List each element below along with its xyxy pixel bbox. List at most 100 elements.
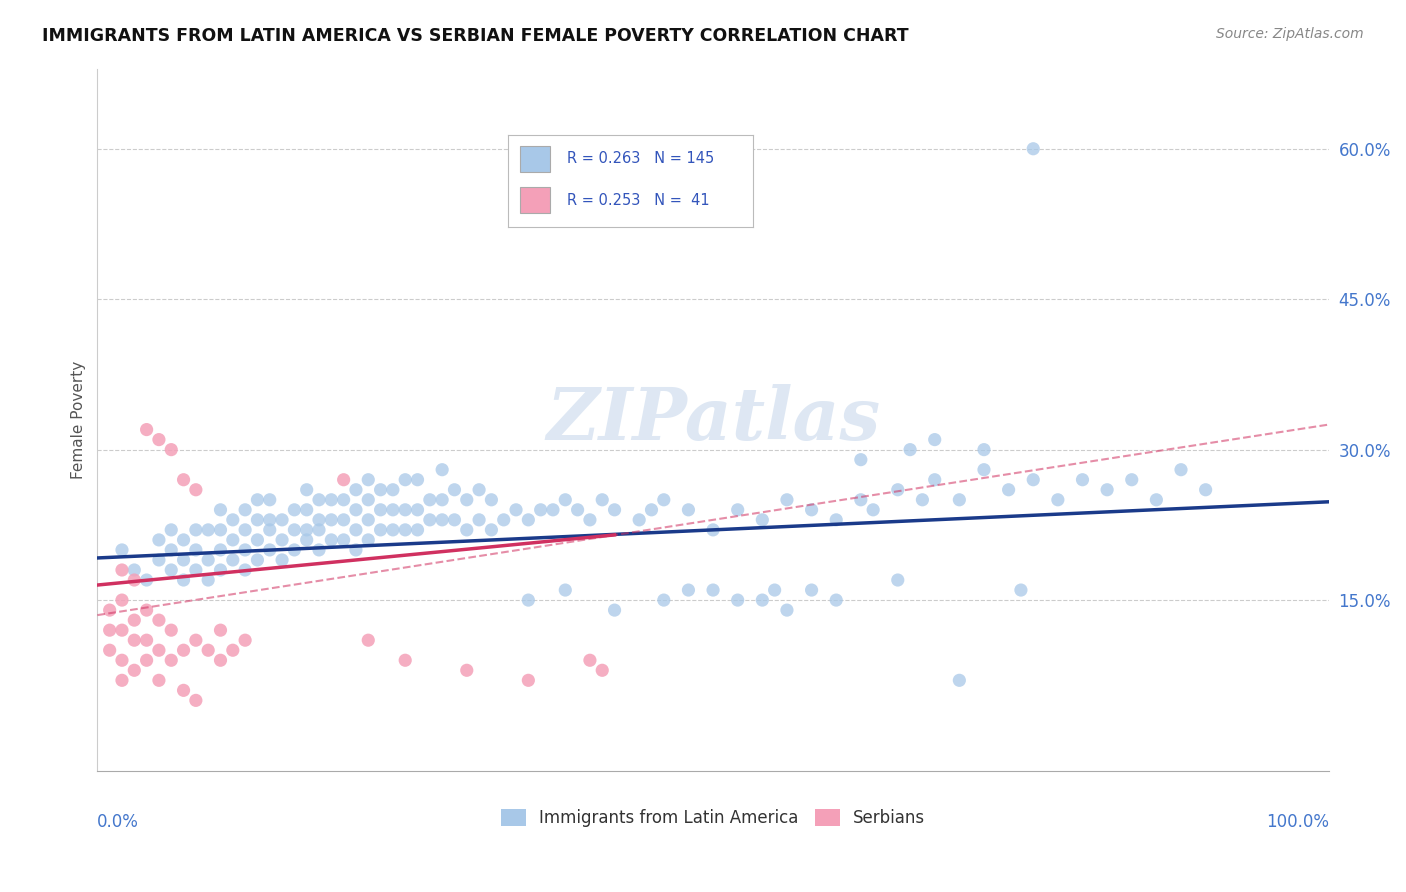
Point <box>443 513 465 527</box>
Point <box>111 563 134 577</box>
Point <box>160 623 183 637</box>
Point <box>344 483 367 497</box>
Point <box>271 533 294 547</box>
Text: 100.0%: 100.0% <box>1265 813 1329 830</box>
Point <box>344 523 367 537</box>
Point <box>135 653 157 667</box>
Point <box>321 513 343 527</box>
Point <box>332 492 354 507</box>
Point <box>406 523 429 537</box>
Point <box>148 673 170 688</box>
Point <box>898 442 921 457</box>
Point <box>862 503 884 517</box>
Point <box>468 483 491 497</box>
Point <box>209 503 232 517</box>
Point <box>567 503 589 517</box>
Point <box>197 523 219 537</box>
Point <box>197 643 219 657</box>
Point <box>135 573 157 587</box>
Point <box>271 513 294 527</box>
Point <box>492 513 515 527</box>
Point <box>184 563 207 577</box>
Point <box>370 523 392 537</box>
Point <box>825 513 848 527</box>
Point <box>148 433 170 447</box>
Point <box>776 492 799 507</box>
Point <box>997 483 1019 497</box>
Point <box>652 593 675 607</box>
Point <box>160 653 183 667</box>
Point <box>678 503 700 517</box>
Point <box>197 553 219 567</box>
Point <box>295 523 318 537</box>
Point <box>1071 473 1094 487</box>
Point <box>702 582 724 597</box>
Point <box>246 492 269 507</box>
Point <box>111 623 134 637</box>
Point <box>184 633 207 648</box>
Point <box>173 573 195 587</box>
Point <box>948 673 970 688</box>
Point <box>776 603 799 617</box>
Point <box>456 663 478 677</box>
Point <box>124 663 146 677</box>
Point <box>652 492 675 507</box>
Point <box>1095 483 1118 497</box>
Point <box>184 693 207 707</box>
Point <box>911 492 934 507</box>
Point <box>111 593 134 607</box>
Point <box>259 513 281 527</box>
Point <box>160 442 183 457</box>
Point <box>173 683 195 698</box>
Point <box>727 593 749 607</box>
Point <box>591 663 613 677</box>
Point <box>124 563 146 577</box>
Point <box>456 523 478 537</box>
Point <box>825 593 848 607</box>
Point <box>259 523 281 537</box>
Point <box>628 513 651 527</box>
Point <box>481 492 503 507</box>
Point <box>1144 492 1167 507</box>
Point <box>406 503 429 517</box>
Point <box>394 653 416 667</box>
Point <box>887 483 910 497</box>
Text: Source: ZipAtlas.com: Source: ZipAtlas.com <box>1216 27 1364 41</box>
Point <box>209 623 232 637</box>
Point <box>332 533 354 547</box>
Point <box>271 553 294 567</box>
Point <box>283 543 305 558</box>
FancyBboxPatch shape <box>520 145 550 171</box>
Point <box>924 433 946 447</box>
Point <box>184 523 207 537</box>
Point <box>579 513 602 527</box>
Point <box>1022 473 1045 487</box>
Point <box>370 503 392 517</box>
Point <box>222 513 245 527</box>
Point <box>246 553 269 567</box>
Point <box>308 523 330 537</box>
Point <box>394 503 416 517</box>
Point <box>124 573 146 587</box>
Point <box>283 523 305 537</box>
Point <box>530 503 553 517</box>
Point <box>505 503 527 517</box>
Point <box>135 423 157 437</box>
FancyBboxPatch shape <box>520 187 550 213</box>
Point <box>233 503 256 517</box>
Point <box>332 513 354 527</box>
Point <box>160 523 183 537</box>
Point <box>321 533 343 547</box>
Point <box>1194 483 1216 497</box>
Point <box>763 582 786 597</box>
Point <box>222 643 245 657</box>
Point <box>419 492 441 507</box>
Point <box>443 483 465 497</box>
Point <box>160 563 183 577</box>
Point <box>973 463 995 477</box>
Y-axis label: Female Poverty: Female Poverty <box>72 360 86 479</box>
Point <box>1121 473 1143 487</box>
Point <box>406 473 429 487</box>
Point <box>98 623 121 637</box>
Point <box>197 573 219 587</box>
